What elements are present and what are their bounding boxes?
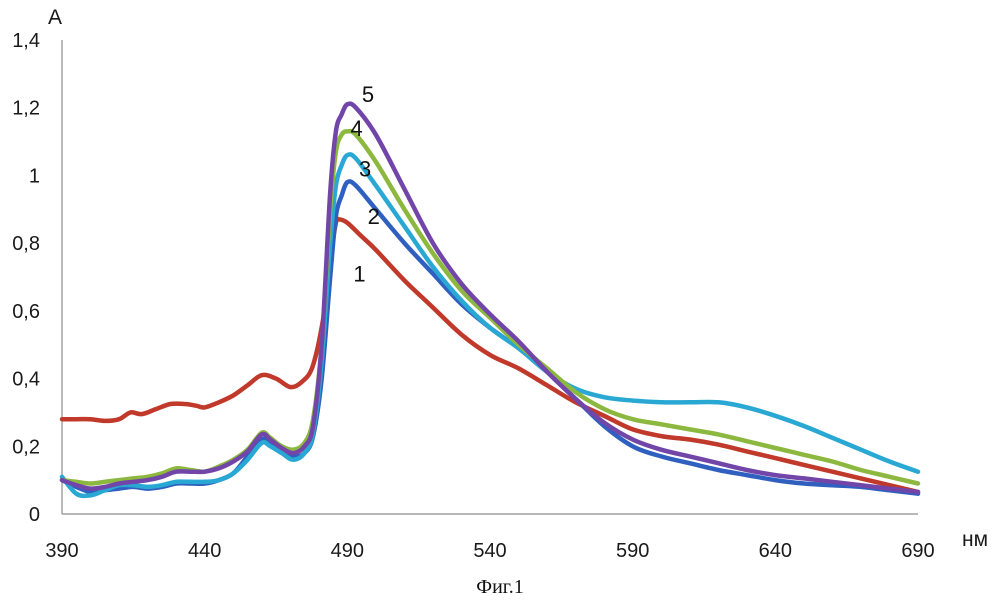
figure-caption: Фиг.1 (0, 576, 1000, 599)
series-label-4: 4 (350, 116, 362, 141)
y-axis-title: А (48, 6, 62, 29)
x-tick-label: 490 (331, 540, 364, 562)
series-line-2 (62, 181, 918, 493)
y-tick-label: 1,2 (12, 98, 40, 120)
series-label-1: 1 (353, 262, 365, 287)
x-tick-label: 590 (616, 540, 649, 562)
spectrum-chart: А нм 0 0,2 0,4 0,6 0,8 1 1,2 1,4 390 440 490 540 59… (0, 0, 1000, 575)
y-tick-label: 0,2 (12, 436, 40, 458)
y-tick-labels: 0 0,2 0,4 0,6 0,8 1 1,2 1,4 (12, 30, 40, 526)
y-tick-label: 0,8 (12, 233, 40, 255)
series-label-5: 5 (362, 82, 374, 107)
x-tick-label: 440 (188, 540, 221, 562)
x-tick-label: 690 (901, 540, 934, 562)
x-tick-label: 390 (45, 540, 78, 562)
y-tick-label: 1,4 (12, 30, 40, 52)
series-line-4 (62, 131, 918, 483)
y-tick-label: 0,6 (12, 301, 40, 323)
y-tick-label: 0,4 (12, 369, 40, 391)
series-line-5 (62, 104, 918, 492)
x-tick-label: 640 (759, 540, 792, 562)
series-line-3 (62, 154, 918, 496)
x-tick-labels: 390 440 490 540 590 640 690 (45, 540, 934, 562)
series-label-2: 2 (368, 204, 380, 229)
series-lines (62, 104, 918, 496)
x-axis-title: нм (962, 528, 988, 551)
series-label-3: 3 (359, 157, 371, 182)
y-tick-label: 1 (29, 165, 40, 187)
y-tick-label: 0 (29, 504, 40, 526)
x-tick-label: 540 (473, 540, 506, 562)
